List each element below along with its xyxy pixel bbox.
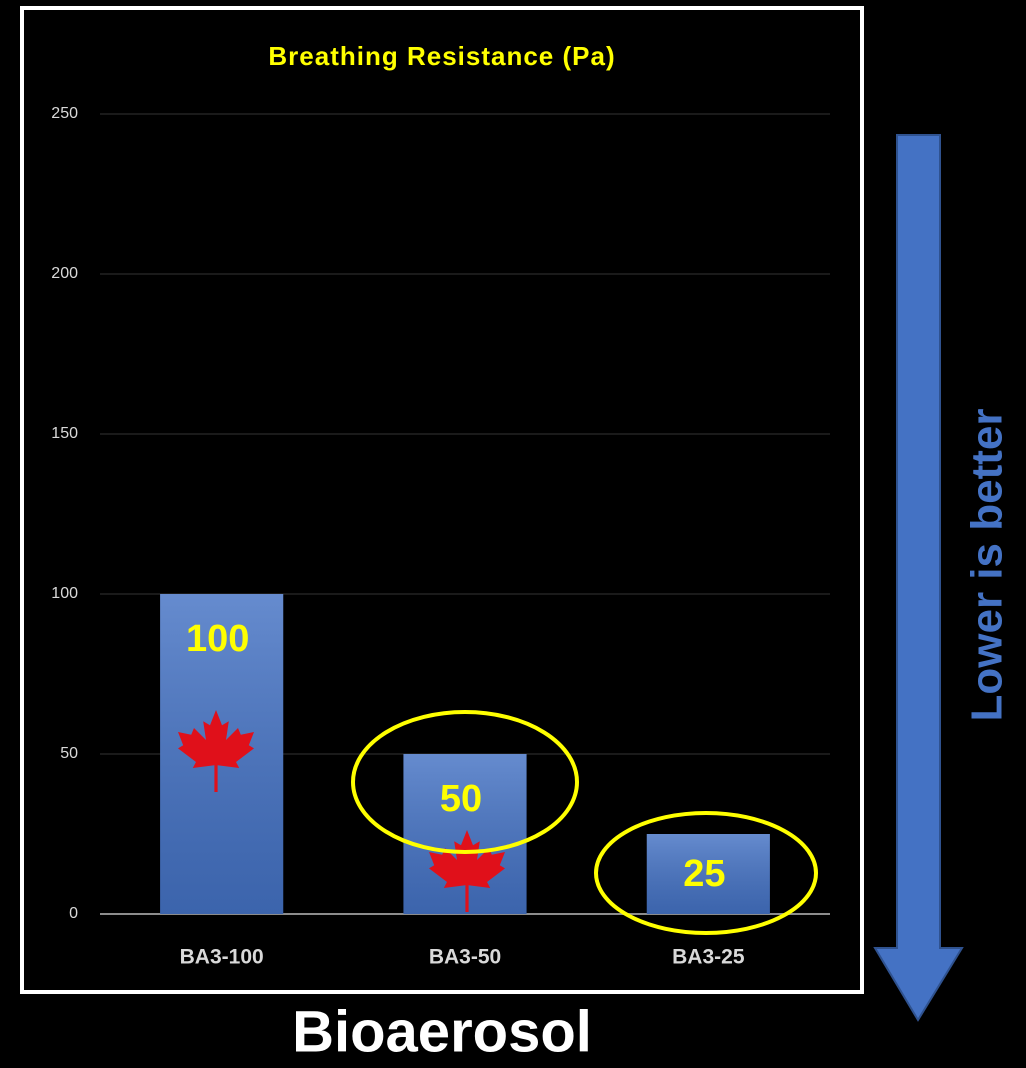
x-axis-label: Bioaerosol xyxy=(292,999,592,1064)
y-tick-label: 150 xyxy=(51,425,78,442)
y-tick-label: 50 xyxy=(60,745,78,762)
labels: BA3-100 100 BA3-50 50 BA3-25 25 xyxy=(180,618,745,969)
data-label: 50 xyxy=(440,778,482,820)
y-tick-label: 100 xyxy=(51,585,78,602)
down-arrow xyxy=(873,134,964,1022)
y-tick-label: 250 xyxy=(51,105,78,122)
annotation: Lower is better xyxy=(963,409,1012,722)
chart-title: Breathing Resistance (Pa) xyxy=(268,41,615,71)
highlight-ellipse xyxy=(351,710,579,854)
y-tick-label: 200 xyxy=(51,265,78,282)
highlight-ellipse xyxy=(594,811,818,935)
bar-shade xyxy=(403,754,527,914)
x-tick-label: BA3-100 xyxy=(180,946,264,969)
x-tick-label: BA3-25 xyxy=(672,946,745,969)
bar-shade xyxy=(646,834,770,914)
x-tick-label: BA3-50 xyxy=(429,946,501,969)
data-label: 100 xyxy=(186,618,249,660)
y-tick-label: 0 xyxy=(69,905,78,922)
data-label: 25 xyxy=(683,853,725,895)
